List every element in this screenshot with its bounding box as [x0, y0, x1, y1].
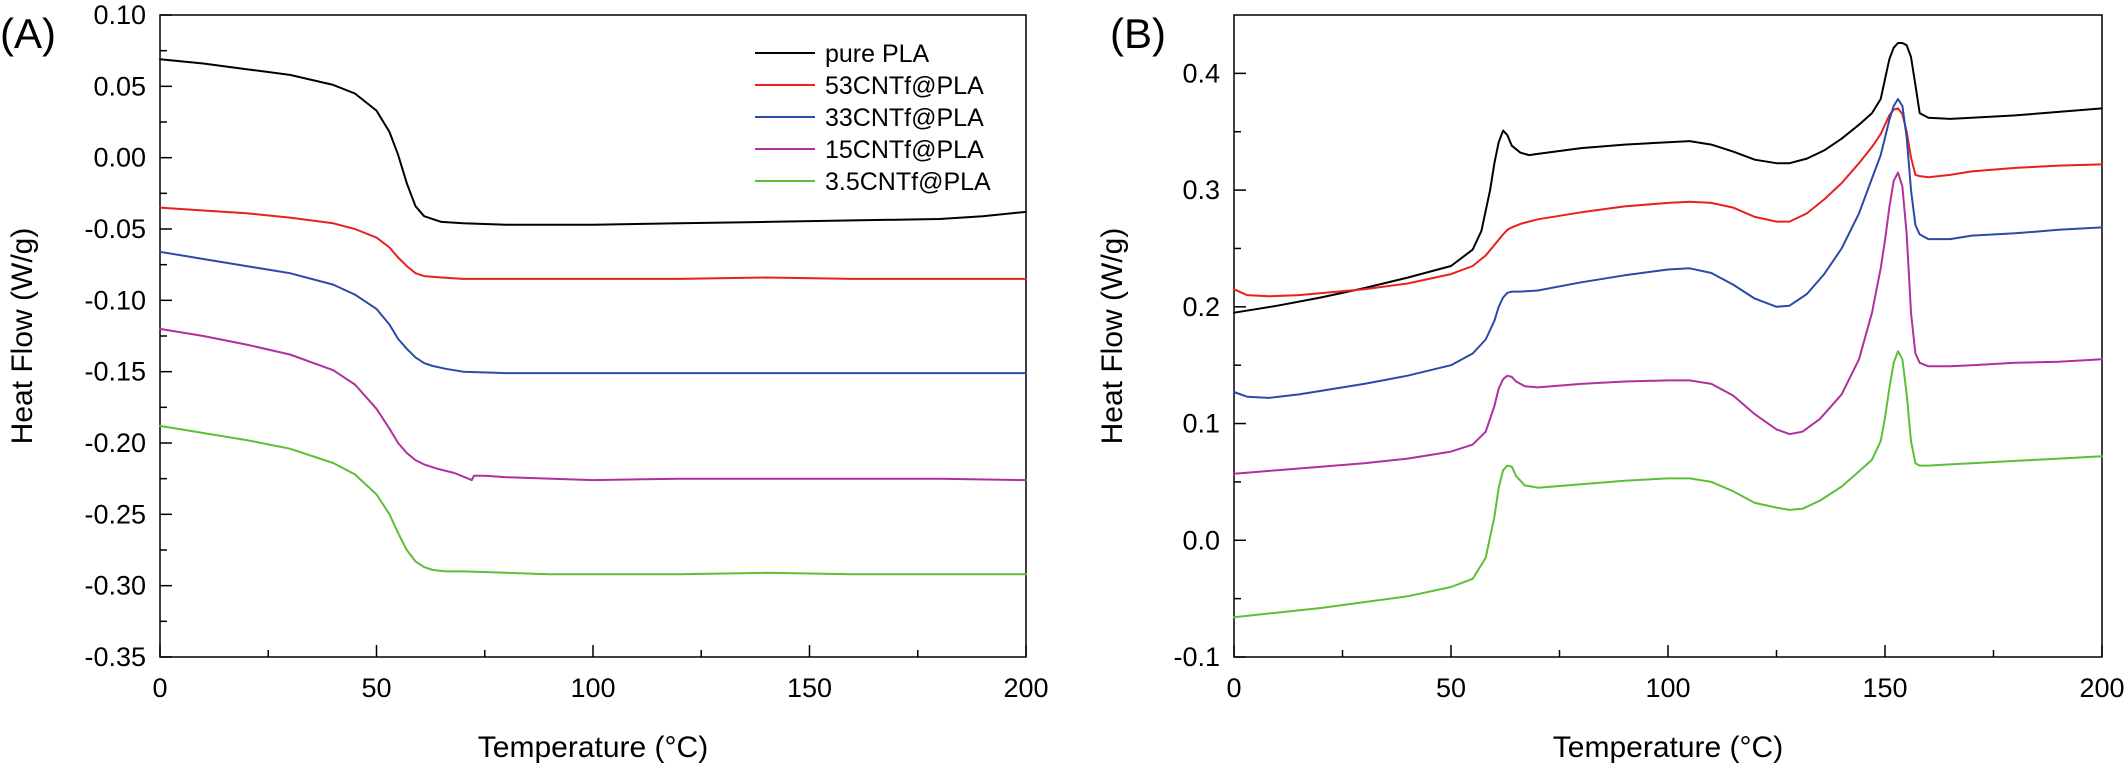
y-tick-label-b-1: 0.0: [1182, 525, 1220, 555]
y-tick-label-a-3: -0.20: [84, 428, 146, 458]
series-line-b-3: [1233, 171, 2103, 475]
x-axis-title-a: Temperature (°C): [478, 731, 708, 764]
series-line-a-1: [159, 206, 1027, 280]
x-axis-title-b: Temperature (°C): [1553, 731, 1783, 764]
y-tick-label-a-5: -0.10: [84, 285, 146, 315]
x-tick-label-a-1: 50: [361, 673, 391, 703]
series-group-a: [159, 58, 1027, 576]
y-tick-label-a-8: 0.05: [93, 71, 146, 101]
series-line-b-4: [1233, 350, 2103, 619]
y-tick-label-a-9: 0.10: [93, 0, 146, 30]
legend-label-2: 33CNTf@PLA: [825, 104, 984, 132]
legend-label-1: 53CNTf@PLA: [825, 72, 984, 100]
x-tick-label-b-2: 100: [1645, 673, 1690, 703]
x-tick-label-b-4: 200: [2079, 673, 2124, 703]
x-tick-label-b-0: 0: [1226, 673, 1241, 703]
panel-b-chart: (B) 0 50 100 150 200 -0.1 0.0 0.1 0.2 0.3 0.4 Temp…: [1096, 10, 2125, 764]
legend-label-3: 15CNTf@PLA: [825, 136, 984, 164]
axis-ticks-a: 0 50 100 150 200 -0.35 -0.30 -0.25 -0.20 -0.15 -0.…: [84, 0, 1048, 703]
panel-a-chart: (A) 0 50 100 150 200 -0.35 -0.30 -0.25 -0.20 -0.1…: [0, 0, 1049, 764]
y-tick-label-a-4: -0.15: [84, 357, 146, 387]
panel-label-b: (B): [1110, 10, 1166, 57]
y-tick-label-b-4: 0.3: [1182, 175, 1220, 205]
series-line-b-2: [1233, 98, 2103, 399]
legend: pure PLA 53CNTf@PLA 33CNTf@PLA 15CNTf@PLA 3.…: [755, 40, 991, 196]
series-group-b: [1233, 42, 2103, 619]
y-tick-label-a-7: 0.00: [93, 143, 146, 173]
legend-label-4: 3.5CNTf@PLA: [825, 168, 991, 196]
y-axis-title-a: Heat Flow (W/g): [6, 228, 39, 445]
series-line-b-0: [1233, 42, 2103, 314]
y-tick-label-a-1: -0.30: [84, 571, 146, 601]
y-tick-label-a-0: -0.35: [84, 642, 146, 672]
series-line-a-0: [159, 58, 1027, 226]
x-tick-label-a-0: 0: [152, 673, 167, 703]
series-line-b-1: [1233, 107, 2103, 298]
plot-frame-b: [1233, 14, 2103, 658]
axis-ticks-b: 0 50 100 150 200 -0.1 0.0 0.1 0.2 0.3 0.4: [1173, 58, 2124, 703]
x-tick-label-a-2: 100: [570, 673, 615, 703]
panel-label-a: (A): [0, 10, 56, 57]
x-tick-label-a-3: 150: [787, 673, 832, 703]
x-tick-label-a-4: 200: [1003, 673, 1048, 703]
series-line-a-3: [159, 327, 1027, 482]
x-tick-label-b-1: 50: [1436, 673, 1466, 703]
series-line-a-4: [159, 424, 1027, 576]
y-tick-label-a-6: -0.05: [84, 214, 146, 244]
y-tick-label-b-5: 0.4: [1182, 58, 1220, 88]
y-tick-label-b-2: 0.1: [1182, 409, 1220, 439]
series-line-a-2: [159, 250, 1027, 375]
x-tick-label-b-3: 150: [1862, 673, 1907, 703]
y-axis-title-b: Heat Flow (W/g): [1096, 228, 1129, 445]
legend-label-0: pure PLA: [825, 40, 930, 68]
y-tick-label-b-3: 0.2: [1182, 292, 1220, 322]
y-tick-label-a-2: -0.25: [84, 499, 146, 529]
y-tick-label-b-0: -0.1: [1173, 642, 1220, 672]
